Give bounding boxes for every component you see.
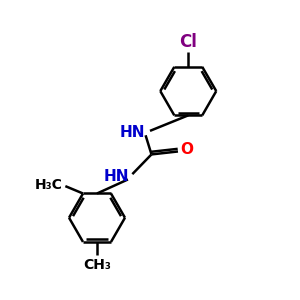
Text: O: O [180,142,193,158]
Text: Cl: Cl [179,33,197,51]
Text: H₃C: H₃C [34,178,62,192]
Text: HN: HN [120,125,146,140]
Text: HN: HN [104,169,129,184]
Text: CH₃: CH₃ [83,258,111,272]
